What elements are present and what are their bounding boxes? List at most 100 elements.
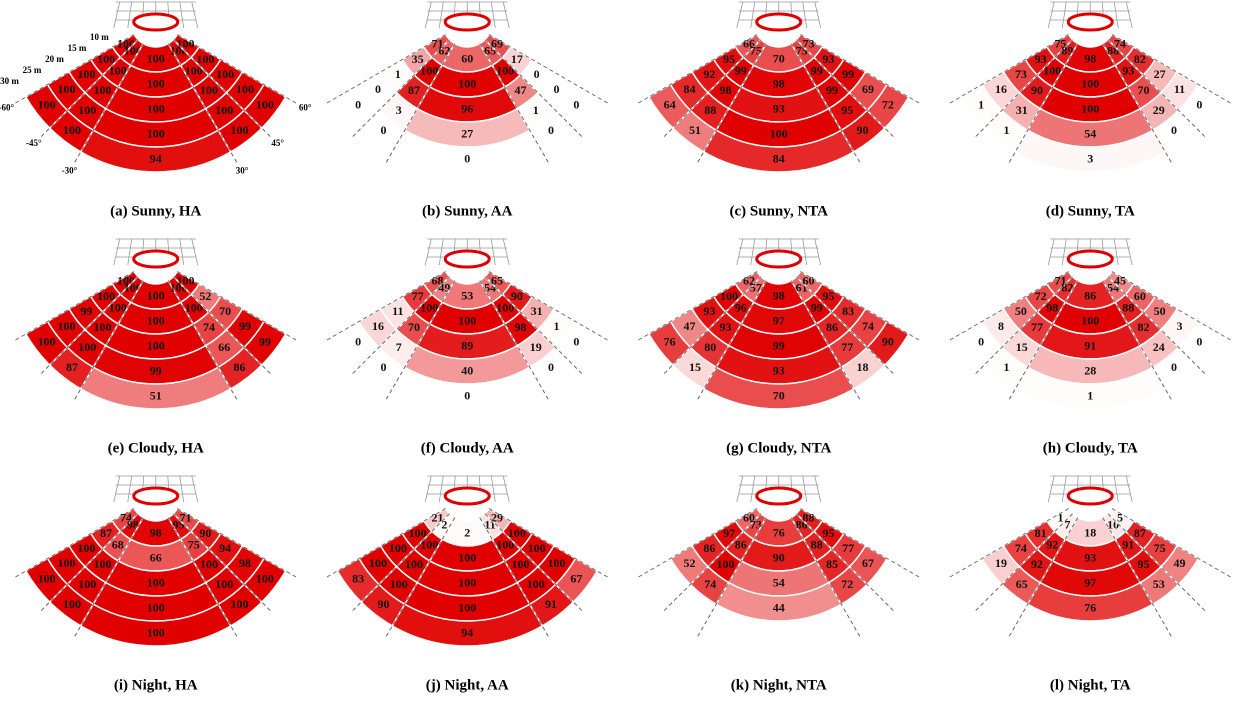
sector-boundary (488, 34, 611, 105)
cell-label: 100 (57, 556, 75, 570)
cell-label: 44 (773, 600, 785, 614)
sector-boundary (484, 276, 585, 377)
cell-label: 100 (63, 123, 81, 137)
cell-label: 53 (1153, 577, 1165, 591)
fan-cell (243, 83, 287, 130)
cell-label: 8 (998, 319, 1004, 333)
cell-label: 70 (773, 51, 785, 65)
cell-label: 87 (100, 526, 112, 540)
cell-label: 93 (1035, 52, 1047, 66)
cell-label: 100 (458, 76, 476, 90)
cell-label: 1 (1057, 511, 1063, 525)
sector-boundary (661, 39, 762, 140)
cell-label: 82 (1134, 52, 1146, 66)
cell-label: 0 (355, 334, 361, 348)
sector-boundary (167, 43, 239, 166)
cell-label: 100 (458, 575, 476, 589)
cell-label: 100 (93, 557, 111, 571)
cell-label: 3 (396, 103, 402, 117)
cell-label: 76 (1084, 600, 1096, 614)
sign-grid (814, 1, 822, 29)
sector-boundary (177, 34, 299, 105)
cell-label: 100 (147, 600, 165, 614)
cell-label: 90 (378, 597, 390, 611)
sign-grid (490, 475, 496, 503)
cell-label: 99 (773, 338, 785, 352)
fan-cell (243, 320, 287, 367)
cell-label: 66 (150, 550, 162, 564)
cell-label: 67 (862, 556, 874, 570)
sector-boundary (1007, 280, 1079, 403)
cell-label: 74 (704, 577, 716, 591)
sector-boundary (72, 43, 144, 166)
sign-grid (1061, 1, 1067, 29)
cell-label: 69 (491, 37, 503, 51)
cell-label: 97 (723, 526, 735, 540)
sector-boundary (695, 43, 767, 166)
cell-label: 95 (1138, 557, 1150, 571)
cell-label: 100 (369, 556, 387, 570)
sign-grid (191, 238, 199, 266)
cell-label: 100 (215, 103, 233, 117)
sign-grid (814, 475, 822, 503)
sector-boundary (484, 513, 585, 614)
cell-label: 1 (1087, 388, 1093, 402)
sector-boundary (1107, 276, 1208, 377)
cell-label: 100 (185, 300, 203, 314)
cell-label: 27 (461, 126, 473, 140)
cell-label: 0 (1196, 97, 1202, 111)
cell-label: 0 (573, 334, 579, 348)
cell-label: 73 (803, 37, 815, 51)
cell-label: 28 (1084, 363, 1096, 377)
sector-boundary (661, 513, 762, 614)
angle-label: -30° (62, 165, 78, 175)
cell-label: 70 (773, 388, 785, 402)
sector-boundary (384, 280, 456, 403)
cell-label: 100 (236, 82, 254, 96)
cell-label: 1 (554, 319, 560, 333)
angle-label: -60° (0, 102, 15, 112)
cell-label: 70 (408, 320, 420, 334)
cell-label: 0 (534, 67, 540, 81)
cell-label: 100 (1043, 63, 1061, 77)
cell-label: 66 (743, 37, 755, 51)
sign-grid (1113, 475, 1119, 503)
fan-panel: 1001001001001001001001001001001001001001… (0, 1, 312, 219)
sign-grid (113, 475, 121, 503)
cell-label: 100 (93, 83, 111, 97)
cell-label: 100 (458, 313, 476, 327)
sector-boundary (12, 271, 135, 342)
sector-boundary (484, 39, 585, 140)
sector-boundary (790, 517, 862, 640)
cell-label: 50 (1154, 304, 1166, 318)
cell-label: 100 (57, 82, 75, 96)
cell-label: 70 (219, 304, 231, 318)
cell-label: 92 (1046, 537, 1058, 551)
cell-label: 99 (80, 304, 92, 318)
cell-label: 31 (1016, 103, 1028, 117)
cell-label: 93 (703, 304, 715, 318)
cell-label: 0 (381, 123, 387, 137)
cell-label: 66 (218, 340, 230, 354)
cell-label: 100 (147, 126, 165, 140)
sign-grid (1113, 1, 1119, 29)
cell-label: 60 (803, 274, 815, 288)
sign-grid (750, 475, 756, 503)
cell-label: 91 (1122, 537, 1134, 551)
sector-boundary (72, 517, 144, 640)
cell-label: 16 (372, 319, 384, 333)
sector-boundary (947, 508, 1069, 579)
sector-boundary (167, 517, 239, 640)
cell-label: 53 (461, 288, 473, 302)
cell-label: 47 (683, 319, 695, 333)
cell-label: 17 (511, 52, 523, 66)
cell-label: 74 (862, 319, 874, 333)
cell-label: 98 (1046, 300, 1058, 314)
cell-label: 84 (773, 151, 785, 165)
cell-label: 99 (259, 334, 271, 348)
cell-label: 99 (826, 83, 838, 97)
sign-grid (438, 475, 444, 503)
panel-title: (a) Sunny, HA (110, 203, 201, 219)
cell-label: 83 (842, 304, 854, 318)
cell-label: 100 (230, 597, 248, 611)
